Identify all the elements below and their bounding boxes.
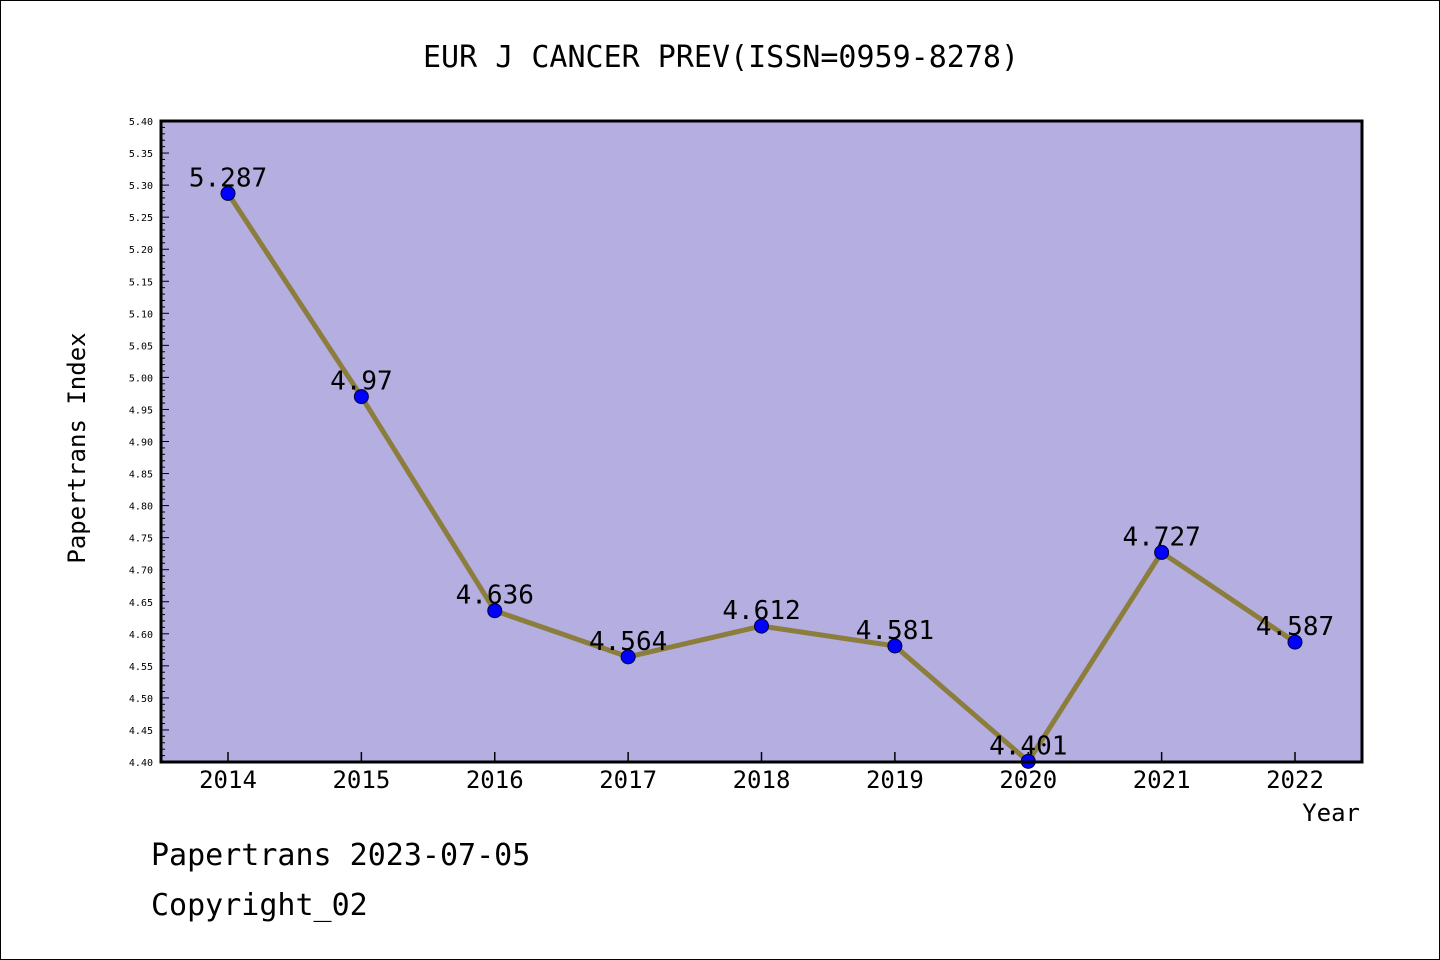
data-label: 4.97	[330, 367, 393, 397]
data-label: 4.612	[722, 596, 800, 626]
data-point	[754, 618, 769, 634]
x-tick-label: 2018	[733, 766, 791, 794]
data-label: 4.401	[989, 731, 1067, 761]
data-label: 4.587	[1256, 612, 1334, 642]
data-label: 4.727	[1122, 522, 1200, 552]
y-tick-label: 5.15	[129, 277, 153, 288]
plot-frame	[159, 119, 1364, 764]
y-tick-label: 4.80	[129, 502, 153, 513]
y-tick-label: 4.60	[129, 630, 153, 641]
y-tick-label: 5.00	[129, 373, 153, 384]
y-tick-label: 4.65	[129, 598, 153, 609]
y-tick-label: 5.35	[129, 149, 153, 160]
y-tick-label: 5.20	[129, 245, 153, 256]
y-tick-label: 4.45	[129, 726, 153, 737]
data-label: 4.564	[589, 627, 667, 657]
y-tick-label: 5.10	[129, 309, 153, 320]
x-tick-label: 2021	[1133, 766, 1191, 794]
y-tick-label: 4.85	[129, 470, 153, 481]
y-axis-title: Papertrans Index	[63, 332, 91, 563]
x-axis-title: Year	[1302, 799, 1360, 827]
data-point	[1287, 634, 1303, 650]
y-tick-label: 5.40	[129, 117, 153, 128]
x-tick-label: 2015	[332, 766, 390, 794]
data-point	[887, 638, 903, 654]
plot-area	[161, 121, 1362, 762]
y-tick-label: 4.55	[129, 662, 153, 673]
y-tick-label: 5.05	[129, 341, 153, 352]
data-point	[353, 389, 369, 405]
x-axis: 2014 2015 2016 2017 2018 2019 2020 2021 2022	[199, 752, 1324, 794]
data-point	[487, 603, 503, 619]
y-tick-label: 4.75	[129, 534, 153, 545]
x-tick-label: 2019	[866, 766, 924, 794]
footer-copyright: Copyright_02	[151, 888, 368, 923]
x-tick-label: 2020	[999, 766, 1057, 794]
x-tick-label: 2017	[599, 766, 657, 794]
data-label: 5.287	[189, 163, 267, 193]
y-tick-label: 4.40	[129, 758, 153, 769]
data-label: 4.581	[856, 616, 934, 646]
data-point	[1154, 544, 1170, 560]
data-label: 4.636	[456, 581, 534, 611]
chart-title: EUR J CANCER PREV(ISSN=0959-8278)	[423, 40, 1019, 75]
y-tick-label: 4.90	[129, 438, 153, 449]
y-tick-label: 4.50	[129, 694, 153, 705]
x-tick-label: 2016	[466, 766, 524, 794]
y-tick-label: 5.30	[129, 181, 153, 192]
x-tick-label: 2022	[1266, 766, 1324, 794]
data-point	[620, 649, 636, 665]
y-tick-label: 4.70	[129, 566, 153, 577]
y-tick-label: 5.25	[129, 213, 153, 224]
data-point	[220, 185, 236, 201]
y-tick-label: 4.95	[129, 405, 153, 416]
x-tick-label: 2014	[199, 766, 257, 794]
footer-date: Papertrans 2023-07-05	[151, 838, 530, 873]
data-labels: 5.287 4.97 4.636 4.564 4.612 4.581 4.401 4.727 4…	[189, 163, 1334, 761]
